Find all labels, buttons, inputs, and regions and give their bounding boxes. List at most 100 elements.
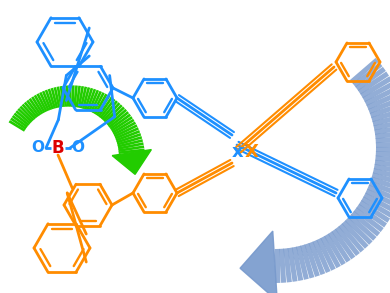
Polygon shape	[376, 151, 390, 158]
Polygon shape	[360, 76, 390, 98]
Polygon shape	[312, 240, 331, 273]
Polygon shape	[66, 86, 69, 107]
Polygon shape	[108, 111, 129, 128]
Polygon shape	[371, 108, 390, 122]
Polygon shape	[99, 98, 115, 119]
Polygon shape	[361, 197, 390, 218]
Text: X: X	[245, 143, 259, 161]
Polygon shape	[57, 86, 63, 107]
Polygon shape	[53, 87, 60, 108]
Polygon shape	[28, 98, 42, 115]
Polygon shape	[39, 92, 50, 111]
Polygon shape	[308, 241, 325, 275]
Polygon shape	[372, 173, 390, 186]
Polygon shape	[21, 104, 36, 120]
Polygon shape	[73, 85, 78, 107]
Polygon shape	[9, 120, 25, 132]
Polygon shape	[94, 93, 108, 115]
Polygon shape	[351, 211, 380, 236]
Polygon shape	[71, 85, 75, 107]
Polygon shape	[63, 86, 67, 107]
Polygon shape	[376, 142, 390, 148]
Polygon shape	[358, 71, 389, 94]
Polygon shape	[356, 204, 387, 227]
Polygon shape	[368, 97, 390, 114]
Polygon shape	[60, 86, 65, 107]
Polygon shape	[292, 247, 303, 281]
Polygon shape	[112, 119, 135, 134]
Polygon shape	[283, 248, 292, 282]
Polygon shape	[118, 145, 144, 152]
Polygon shape	[36, 93, 48, 112]
Polygon shape	[332, 229, 355, 259]
Polygon shape	[10, 117, 27, 130]
Polygon shape	[82, 87, 90, 109]
Polygon shape	[117, 139, 143, 148]
Polygon shape	[119, 149, 145, 154]
Polygon shape	[345, 217, 372, 245]
Polygon shape	[374, 119, 390, 130]
Polygon shape	[103, 102, 121, 122]
Polygon shape	[18, 108, 33, 123]
Polygon shape	[90, 91, 102, 113]
Polygon shape	[316, 238, 336, 271]
Text: O: O	[32, 141, 44, 156]
Polygon shape	[355, 67, 386, 91]
Polygon shape	[107, 109, 127, 127]
Polygon shape	[304, 243, 320, 277]
Polygon shape	[80, 86, 87, 108]
Polygon shape	[115, 127, 139, 139]
Polygon shape	[376, 147, 390, 152]
Polygon shape	[240, 231, 277, 293]
Polygon shape	[75, 86, 81, 108]
Polygon shape	[98, 97, 113, 117]
Polygon shape	[26, 100, 40, 117]
Polygon shape	[51, 88, 58, 108]
Polygon shape	[104, 104, 123, 123]
Polygon shape	[374, 164, 390, 175]
Polygon shape	[365, 86, 390, 106]
Polygon shape	[101, 100, 118, 120]
Polygon shape	[372, 113, 390, 126]
Polygon shape	[45, 90, 54, 110]
Polygon shape	[300, 244, 314, 279]
Polygon shape	[375, 130, 390, 139]
Polygon shape	[363, 193, 390, 213]
Polygon shape	[20, 106, 34, 121]
Polygon shape	[84, 88, 93, 110]
Polygon shape	[370, 102, 390, 118]
Polygon shape	[365, 189, 390, 208]
Polygon shape	[96, 95, 110, 116]
Polygon shape	[350, 58, 379, 84]
Polygon shape	[116, 130, 140, 142]
Polygon shape	[24, 102, 38, 118]
Polygon shape	[78, 86, 84, 108]
Polygon shape	[86, 89, 96, 111]
Polygon shape	[15, 110, 31, 125]
Polygon shape	[48, 88, 56, 109]
Polygon shape	[88, 90, 99, 112]
Polygon shape	[354, 207, 384, 232]
Polygon shape	[296, 246, 309, 280]
Polygon shape	[42, 91, 52, 110]
Polygon shape	[320, 236, 341, 268]
Polygon shape	[14, 113, 30, 126]
Polygon shape	[69, 85, 72, 107]
Polygon shape	[287, 248, 298, 282]
Polygon shape	[117, 136, 142, 146]
Polygon shape	[34, 95, 46, 113]
Text: O: O	[71, 141, 85, 156]
Polygon shape	[118, 142, 144, 150]
Polygon shape	[324, 234, 346, 265]
Polygon shape	[367, 185, 390, 202]
Polygon shape	[370, 177, 390, 192]
Polygon shape	[362, 81, 390, 102]
Polygon shape	[376, 136, 390, 143]
Polygon shape	[375, 160, 390, 170]
Polygon shape	[339, 223, 364, 253]
Polygon shape	[328, 231, 351, 263]
Polygon shape	[111, 116, 133, 132]
Polygon shape	[12, 115, 28, 128]
Polygon shape	[92, 92, 105, 114]
Polygon shape	[342, 220, 369, 249]
